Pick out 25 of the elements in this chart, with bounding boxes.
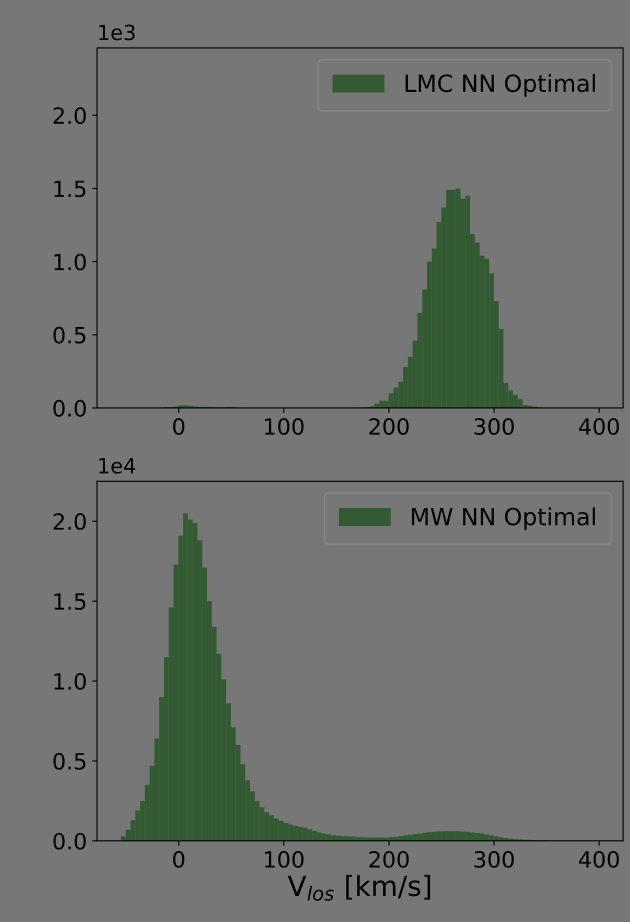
- y-tick-label: 1.0: [54, 254, 86, 270]
- x-tick-label: 200: [369, 418, 409, 435]
- legend-label: MW NN Optimal: [412, 507, 595, 530]
- y-tick-label: 0.5: [53, 752, 86, 770]
- x-tick-label: 400: [579, 418, 619, 435]
- y-tick-label: 0.0: [53, 400, 86, 417]
- x-tick-label: 100: [265, 850, 304, 868]
- x-axis-title: V$_{los}$ [km/s]: [288, 874, 430, 901]
- x-tick-label: 0: [173, 850, 184, 868]
- y-tick-label: 1.0: [54, 673, 86, 690]
- text: 1e3: [99, 24, 135, 40]
- y-tick-label: 2.0: [54, 513, 86, 530]
- x-tick-label: 200: [369, 850, 409, 868]
- y-tick-label: 2.0: [54, 107, 86, 124]
- y-tick-label: 1.5: [54, 180, 86, 198]
- y-tick-label: 0.5: [53, 326, 86, 344]
- x-tick-label: 300: [474, 850, 514, 868]
- x-tick-label: 100: [265, 418, 304, 435]
- x-tick-label: 0: [173, 418, 184, 435]
- x-tick-label: 300: [474, 418, 514, 435]
- legend-label: LMC NN Optimal: [406, 74, 595, 97]
- text: 1e4: [99, 458, 136, 474]
- y-tick-label: 0.0: [53, 832, 86, 850]
- y-tick-label: 1.5: [54, 593, 86, 610]
- x-tick-label: 400: [579, 850, 619, 868]
